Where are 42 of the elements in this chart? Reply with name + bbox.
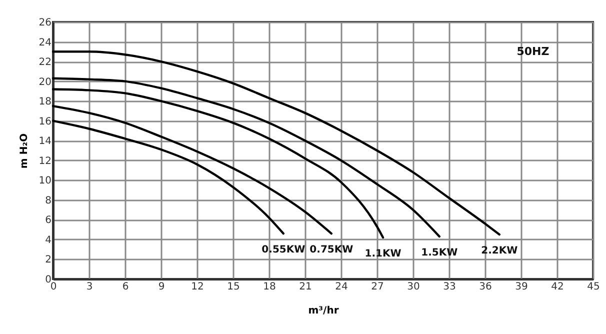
line-series [52,50,500,236]
series-label: 0.55KW [262,244,306,256]
y-tick-label: 2 [45,254,52,266]
y-tick-label: 24 [38,37,52,48]
x-tick-label: 42 [551,282,564,292]
x-tick-label: 30 [407,282,420,292]
line-series [52,77,440,238]
x-tick-label: 36 [479,282,492,292]
series-label: 0.75KW [310,244,354,256]
x-tick-label: 9 [158,282,165,292]
x-tick-label: 15 [227,282,240,292]
x-tick-label: 3 [86,282,93,292]
line-series [52,104,332,235]
line-series [52,88,384,239]
x-axis-title: m³/hr [308,306,339,316]
x-tick-label: 12 [191,282,204,292]
y-tick-label: 18 [38,96,52,108]
series-label: 2.2KW [481,246,518,257]
y-tick-label: 20 [38,76,52,88]
y-tick-label: 22 [38,57,52,68]
x-tick-label: 45 [587,282,600,292]
y-tick-label: 12 [38,156,52,167]
x-tick-label: 33 [443,282,456,292]
x-tick-label: 39 [515,282,528,292]
y-tick-label: 26 [38,18,52,28]
x-tick-label: 18 [263,282,276,292]
y-tick-label: 14 [38,136,52,148]
annotation: 50HZ [516,45,550,58]
y-tick-label: 10 [38,176,52,187]
x-tick-label: 6 [122,282,129,292]
y-tick-label: 16 [38,116,52,128]
x-tick-label: 24 [335,282,348,292]
x-tick-label: 21 [299,282,312,292]
series-label: 1.1KW [364,248,402,260]
x-tick-label: 27 [371,282,384,292]
y-tick-label: 0 [45,274,52,286]
line-series [52,120,284,235]
y-tick-label: 4 [45,234,52,246]
y-tick-label: 6 [45,215,52,226]
y-axis-title: m H₂O [18,133,30,169]
y-tick-label: 8 [45,195,52,206]
series-label: 1.5KW [421,247,458,258]
